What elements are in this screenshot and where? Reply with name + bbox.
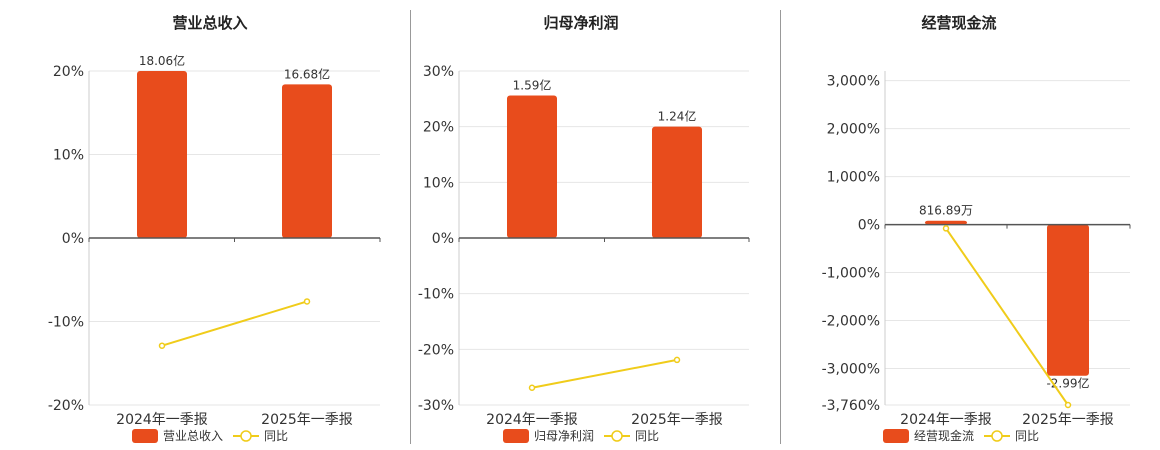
- legend-line-label: 同比: [635, 429, 659, 443]
- y-tick-label: -10%: [48, 315, 84, 331]
- legend-line-label: 同比: [1015, 429, 1039, 443]
- yoy-line: [945, 227, 1069, 406]
- yoy-point: [942, 225, 950, 232]
- legend-bar-swatch: [883, 429, 909, 443]
- yoy-point: [158, 342, 166, 349]
- bar-value-label: 816.89万: [919, 204, 973, 218]
- yoy-point: [528, 384, 536, 391]
- y-tick-label: 10%: [53, 148, 84, 164]
- x-category-label: 2025年一季报: [261, 412, 353, 428]
- chart-title: 归母净利润: [543, 14, 618, 32]
- legend-bar-swatch: [503, 429, 529, 443]
- y-tick-label: -3,760%: [822, 398, 880, 414]
- legend-line-marker: [991, 430, 1003, 442]
- bar-value-label: 1.24亿: [658, 109, 697, 124]
- y-tick-label: 3,000%: [827, 74, 880, 90]
- y-tick-label: 0%: [432, 231, 454, 247]
- chart-title: 经营现金流: [921, 14, 996, 32]
- yoy-line: [531, 358, 678, 389]
- y-tick-label: 20%: [53, 64, 84, 80]
- yoy-line: [161, 300, 308, 347]
- legend-bar-label: 营业总收入: [163, 429, 223, 443]
- bar: [652, 126, 702, 238]
- chart-title: 营业总收入: [172, 14, 247, 32]
- y-tick-label: -30%: [418, 398, 454, 414]
- y-tick-label: -10%: [418, 287, 454, 303]
- yoy-point: [303, 298, 311, 305]
- legend-line-marker: [240, 430, 252, 442]
- bar-value-label: 1.59亿: [513, 77, 552, 92]
- chart-panel-net-profit: 归母净利润 30% 20% 10% 0% -10% -20% -30% 1.59亿 1.24亿 20…: [411, 0, 780, 450]
- x-category-label: 2025年一季报: [1022, 412, 1114, 428]
- bar: [925, 220, 967, 225]
- y-tick-label: 30%: [423, 64, 454, 80]
- x-category-label: 2025年一季报: [631, 412, 723, 428]
- bar-value-label: -2.99亿: [1046, 376, 1089, 391]
- x-category-label: 2024年一季报: [116, 412, 208, 428]
- y-tick-label: 20%: [423, 120, 454, 136]
- legend-line-label: 同比: [264, 429, 288, 443]
- y-tick-label: -3,000%: [822, 362, 880, 378]
- legend-bar-label: 归母净利润: [534, 429, 594, 443]
- x-category-label: 2024年一季报: [900, 412, 992, 428]
- chart-net-profit: 归母净利润 30% 20% 10% 0% -10% -20% -30% 1.59亿 1.24亿 20…: [418, 14, 750, 443]
- yoy-point: [1064, 401, 1072, 409]
- bar: [507, 95, 557, 238]
- y-tick-label: 0%: [62, 231, 84, 247]
- panel-divider: [410, 10, 411, 444]
- y-tick-label: 0%: [858, 218, 880, 234]
- bar-value-label: 18.06亿: [139, 53, 185, 68]
- y-tick-label: 1,000%: [827, 170, 880, 186]
- yoy-point: [673, 356, 681, 364]
- y-tick-label: -20%: [418, 342, 454, 358]
- bar: [282, 84, 332, 238]
- chart-panel-cash-flow: 经营现金流 3,000% 2,000% 1,000% 0% -1,000% -2,000% -…: [781, 0, 1160, 450]
- y-tick-label: -2,000%: [822, 314, 880, 330]
- legend-line-marker: [611, 430, 623, 442]
- bar-value-label: 16.68亿: [284, 66, 330, 81]
- y-tick-label: -1,000%: [822, 266, 880, 282]
- legend-bar-label: 经营现金流: [914, 428, 974, 443]
- bar: [1047, 224, 1089, 376]
- y-tick-label: -20%: [48, 398, 84, 414]
- legend-bar-swatch: [132, 429, 158, 443]
- chart-cash-flow: 经营现金流 3,000% 2,000% 1,000% 0% -1,000% -2,000% -…: [822, 14, 1131, 443]
- bar: [137, 71, 187, 238]
- y-tick-label: 2,000%: [827, 122, 880, 138]
- chart-panel-revenue: 营业总收入 20% 10% 0% -10% -20% 18.06亿 16.68亿 2024年一季…: [0, 0, 410, 450]
- y-tick-label: 10%: [423, 175, 454, 191]
- chart-revenue: 营业总收入 20% 10% 0% -10% -20% 18.06亿 16.68亿 2024年一季…: [48, 14, 381, 443]
- x-category-label: 2024年一季报: [486, 412, 578, 428]
- panel-divider: [780, 10, 781, 444]
